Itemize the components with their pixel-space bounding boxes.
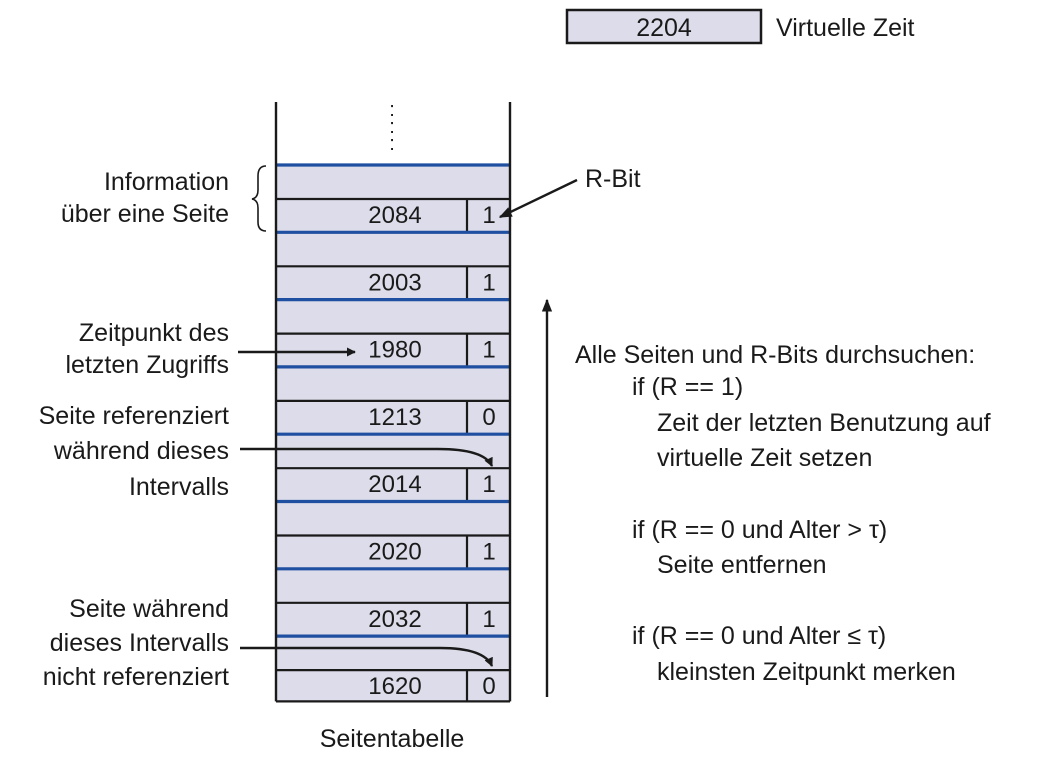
ellipsis-dots: : bbox=[389, 116, 395, 138]
algorithm-line-1: Alle Seiten und R-Bits durchsuchen: bbox=[575, 341, 975, 369]
entry-rbit: 1 bbox=[482, 539, 495, 566]
entry-time: 1620 bbox=[368, 673, 421, 700]
referenced-label-line-2: während dieses bbox=[53, 437, 229, 465]
rbit-label: R-Bit bbox=[585, 165, 641, 193]
entry-rbit: 0 bbox=[482, 404, 495, 431]
entry-time: 2014 bbox=[368, 471, 421, 498]
referenced-arrow bbox=[240, 447, 494, 467]
not-referenced-arrow bbox=[240, 646, 494, 667]
entry-time: 2020 bbox=[368, 539, 421, 566]
virtual-time-box bbox=[565, 8, 763, 45]
info-label-line-2: über eine Seite bbox=[61, 200, 229, 228]
not-referenced-label: Seite während dieses Intervalls nicht re… bbox=[43, 595, 229, 691]
entry-time: 1980 bbox=[368, 337, 421, 364]
last-access-label-line-1: Zeitpunkt des bbox=[79, 319, 229, 347]
table-caption: Seitentabelle bbox=[320, 725, 465, 753]
algorithm-line-8: kleinsten Zeitpunkt merken bbox=[657, 658, 956, 686]
algorithm-line-2: if (R == 1) bbox=[632, 373, 743, 401]
algorithm-line-4: virtuelle Zeit setzen bbox=[657, 444, 872, 472]
not-referenced-label-line-2: dieses Intervalls bbox=[50, 629, 229, 657]
info-label: Information über eine Seite bbox=[61, 168, 229, 228]
algorithm-line-6: Seite entfernen bbox=[657, 551, 827, 579]
page-table: 2084 1 2003 1 1980 1 1213 0 2014 1 2020 1 2032 1 1620 0… bbox=[274, 99, 512, 703]
not-referenced-label-line-1: Seite während bbox=[69, 595, 229, 623]
referenced-label-line-1: Seite referenziert bbox=[39, 402, 229, 430]
last-access-label: Zeitpunkt des letzten Zugriffs bbox=[65, 319, 229, 379]
entry-rbit: 1 bbox=[482, 337, 495, 364]
ellipsis-dots: : bbox=[389, 99, 395, 121]
entry-rbit: 1 bbox=[482, 202, 495, 229]
entry-time: 2003 bbox=[368, 269, 421, 296]
algorithm-line-3: Zeit der letzten Benutzung auf bbox=[657, 409, 991, 437]
virtual-time: 2204 Virtuelle Zeit bbox=[565, 8, 915, 45]
algorithm-line-7: if (R == 0 und Alter ≤ τ) bbox=[632, 622, 886, 650]
last-access-label-line-2: letzten Zugriffs bbox=[65, 351, 229, 379]
referenced-label: Seite referenziert während dieses Interv… bbox=[39, 402, 229, 501]
entry-rbit: 1 bbox=[482, 606, 495, 633]
virtual-time-value: 2204 bbox=[636, 14, 692, 42]
info-label-line-1: Information bbox=[104, 168, 229, 196]
entry-time: 2084 bbox=[368, 202, 421, 229]
rbit-arrow bbox=[498, 178, 578, 219]
ellipsis-dots: : bbox=[389, 133, 395, 155]
algorithm-text: Alle Seiten und R-Bits durchsuchen: if (… bbox=[575, 341, 991, 686]
entry-rbit: 1 bbox=[482, 471, 495, 498]
entry-time: 2032 bbox=[368, 606, 421, 633]
referenced-label-line-3: Intervalls bbox=[129, 473, 229, 501]
entry-rbit: 1 bbox=[482, 269, 495, 296]
entry-rbit: 0 bbox=[482, 673, 495, 700]
virtual-time-label: Virtuelle Zeit bbox=[776, 14, 915, 42]
info-bracket bbox=[251, 165, 267, 232]
algorithm-line-5: if (R == 0 und Alter > τ) bbox=[632, 516, 887, 544]
not-referenced-label-line-3: nicht referenziert bbox=[43, 663, 229, 691]
entry-time: 1213 bbox=[368, 404, 421, 431]
